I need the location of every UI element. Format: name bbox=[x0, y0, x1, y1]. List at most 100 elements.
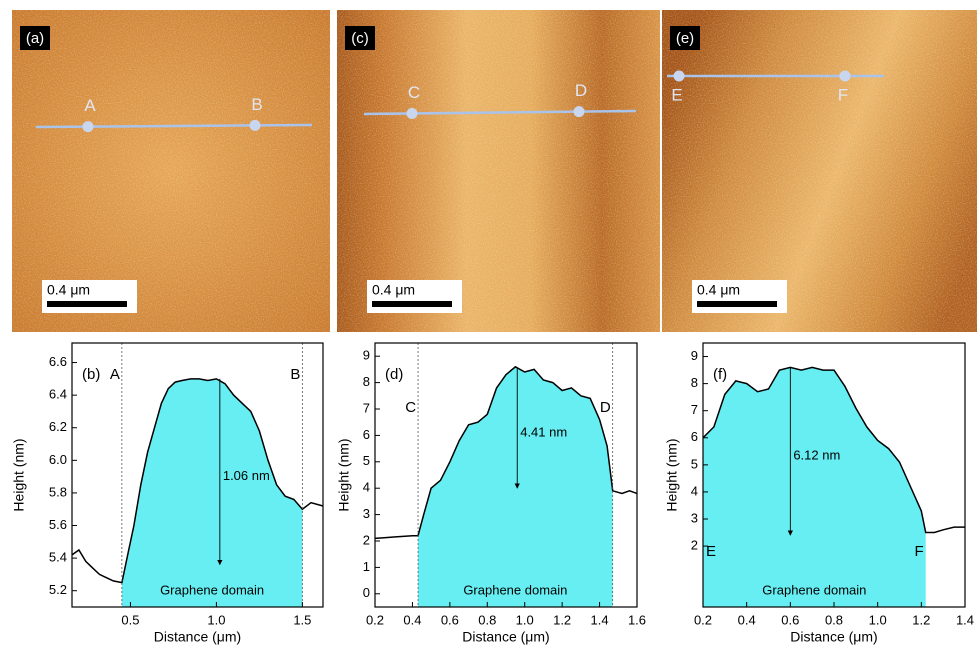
afm-grain bbox=[337, 10, 660, 332]
y-tick-label: 6.0 bbox=[49, 452, 67, 467]
domain-label: Graphene domain bbox=[762, 582, 866, 597]
x-tick-label: 1.5 bbox=[293, 612, 311, 627]
profile-charts: A B 1.06 nm Graphene domain (b) 0.5 1.0 1.5 5.2 5… bbox=[11, 342, 974, 645]
y-tick-label: 5.6 bbox=[49, 517, 67, 532]
x-tick-label: 1.0 bbox=[516, 612, 534, 627]
y-tick-label: 2 bbox=[691, 538, 698, 553]
y-axis-title: Height (nm) bbox=[11, 438, 27, 511]
afm-grain bbox=[662, 10, 977, 332]
scale-bar-box bbox=[367, 280, 462, 313]
y-tick-label: 5.8 bbox=[49, 484, 67, 499]
y-tick-label: 9 bbox=[363, 348, 370, 363]
height-annotation: 4.41 nm bbox=[520, 425, 567, 440]
marker-label: D bbox=[600, 399, 611, 416]
profile-curve bbox=[71, 378, 324, 584]
scale-bar bbox=[697, 301, 777, 307]
y-tick-label: 1 bbox=[363, 559, 370, 574]
domain-label: Graphene domain bbox=[463, 582, 567, 597]
height-annotation: 6.12 nm bbox=[793, 448, 840, 463]
profile-line bbox=[35, 123, 313, 129]
point-label: E bbox=[671, 85, 682, 104]
domain-label: Graphene domain bbox=[160, 582, 264, 597]
x-tick-label: 0.4 bbox=[403, 612, 421, 627]
profile-point bbox=[82, 121, 94, 133]
domain-fill bbox=[121, 378, 303, 607]
y-tick-label: 2 bbox=[363, 532, 370, 547]
plot-frame bbox=[374, 342, 638, 608]
panel-label-box bbox=[20, 26, 50, 50]
y-tick-label: 6 bbox=[363, 427, 370, 442]
y-tick-label: 8 bbox=[691, 375, 698, 390]
scale-bar-box bbox=[692, 280, 787, 313]
x-tick-label: 1.4 bbox=[591, 612, 609, 627]
afm-grain bbox=[12, 10, 330, 332]
marker-label: C bbox=[405, 399, 416, 416]
x-tick-label: 0.2 bbox=[694, 612, 712, 627]
profile-point bbox=[573, 106, 585, 118]
panel-label-box bbox=[670, 26, 700, 50]
y-tick-label: 6.2 bbox=[49, 419, 67, 434]
profile-point bbox=[839, 70, 851, 82]
x-tick-label: 1.2 bbox=[912, 612, 930, 627]
point-label: C bbox=[408, 83, 420, 102]
marker-label: F bbox=[915, 543, 924, 560]
x-tick-label: 0.4 bbox=[738, 612, 756, 627]
scale-bar-label: 0.4 μm bbox=[47, 282, 90, 298]
y-tick-label: 5.4 bbox=[49, 550, 67, 565]
x-tick-label: 0.6 bbox=[781, 612, 799, 627]
x-tick-label: 1.4 bbox=[956, 612, 974, 627]
profile-point bbox=[406, 107, 418, 119]
scale-bar-label: 0.4 μm bbox=[697, 282, 740, 298]
y-axis-title: Height (nm) bbox=[336, 438, 352, 511]
x-tick-label: 1.0 bbox=[869, 612, 887, 627]
domain-fill bbox=[418, 366, 613, 607]
y-tick-label: 6 bbox=[691, 429, 698, 444]
domain-fill bbox=[703, 367, 926, 607]
panel-label: (a) bbox=[26, 30, 44, 47]
y-tick-label: 3 bbox=[363, 506, 370, 521]
point-label: D bbox=[575, 81, 587, 100]
point-label: F bbox=[838, 85, 848, 104]
y-tick-label: 5 bbox=[363, 453, 370, 468]
point-label: A bbox=[84, 96, 96, 115]
afm-images: (a) 0.4 μm A B (c) 0.4 μm C D (e) 0.4 μm E F bbox=[12, 10, 977, 332]
profile-point bbox=[249, 119, 261, 131]
y-tick-label: 5.2 bbox=[49, 582, 67, 597]
profile-curve bbox=[374, 365, 638, 540]
profile-point bbox=[673, 70, 685, 82]
panel-label-box bbox=[345, 26, 375, 50]
y-tick-label: 4 bbox=[363, 480, 370, 495]
plot-frame bbox=[71, 342, 324, 608]
x-axis-title: Distance (μm) bbox=[462, 629, 549, 645]
marker-label: E bbox=[706, 543, 716, 560]
y-tick-label: 7 bbox=[363, 400, 370, 415]
y-tick-label: 6.6 bbox=[49, 354, 67, 369]
point-label: B bbox=[251, 95, 262, 114]
scale-bar-label: 0.4 μm bbox=[372, 282, 415, 298]
y-axis-title: Height (nm) bbox=[664, 438, 680, 511]
panel-label: (c) bbox=[351, 30, 369, 47]
x-tick-label: 0.6 bbox=[441, 612, 459, 627]
scale-bar bbox=[372, 301, 452, 307]
x-axis-title: Distance (μm) bbox=[790, 629, 877, 645]
x-tick-label: 0.8 bbox=[825, 612, 843, 627]
x-tick-label: 0.5 bbox=[121, 612, 139, 627]
y-tick-label: 4 bbox=[691, 483, 698, 498]
y-tick-label: 9 bbox=[691, 348, 698, 363]
x-tick-label: 1.6 bbox=[628, 612, 646, 627]
x-tick-label: 0.2 bbox=[366, 612, 384, 627]
scale-bar-box bbox=[42, 280, 137, 313]
x-tick-label: 1.0 bbox=[207, 612, 225, 627]
y-tick-label: 0 bbox=[363, 585, 370, 600]
y-tick-label: 8 bbox=[363, 374, 370, 389]
y-tick-label: 5 bbox=[691, 456, 698, 471]
x-axis-title: Distance (μm) bbox=[154, 629, 241, 645]
profile-curve bbox=[702, 366, 965, 534]
y-tick-label: 7 bbox=[691, 402, 698, 417]
marker-label: A bbox=[110, 366, 120, 383]
y-tick-label: 3 bbox=[691, 510, 698, 525]
panel-label: (e) bbox=[676, 30, 694, 47]
marker-label: B bbox=[290, 366, 300, 383]
scale-bar bbox=[47, 301, 127, 307]
